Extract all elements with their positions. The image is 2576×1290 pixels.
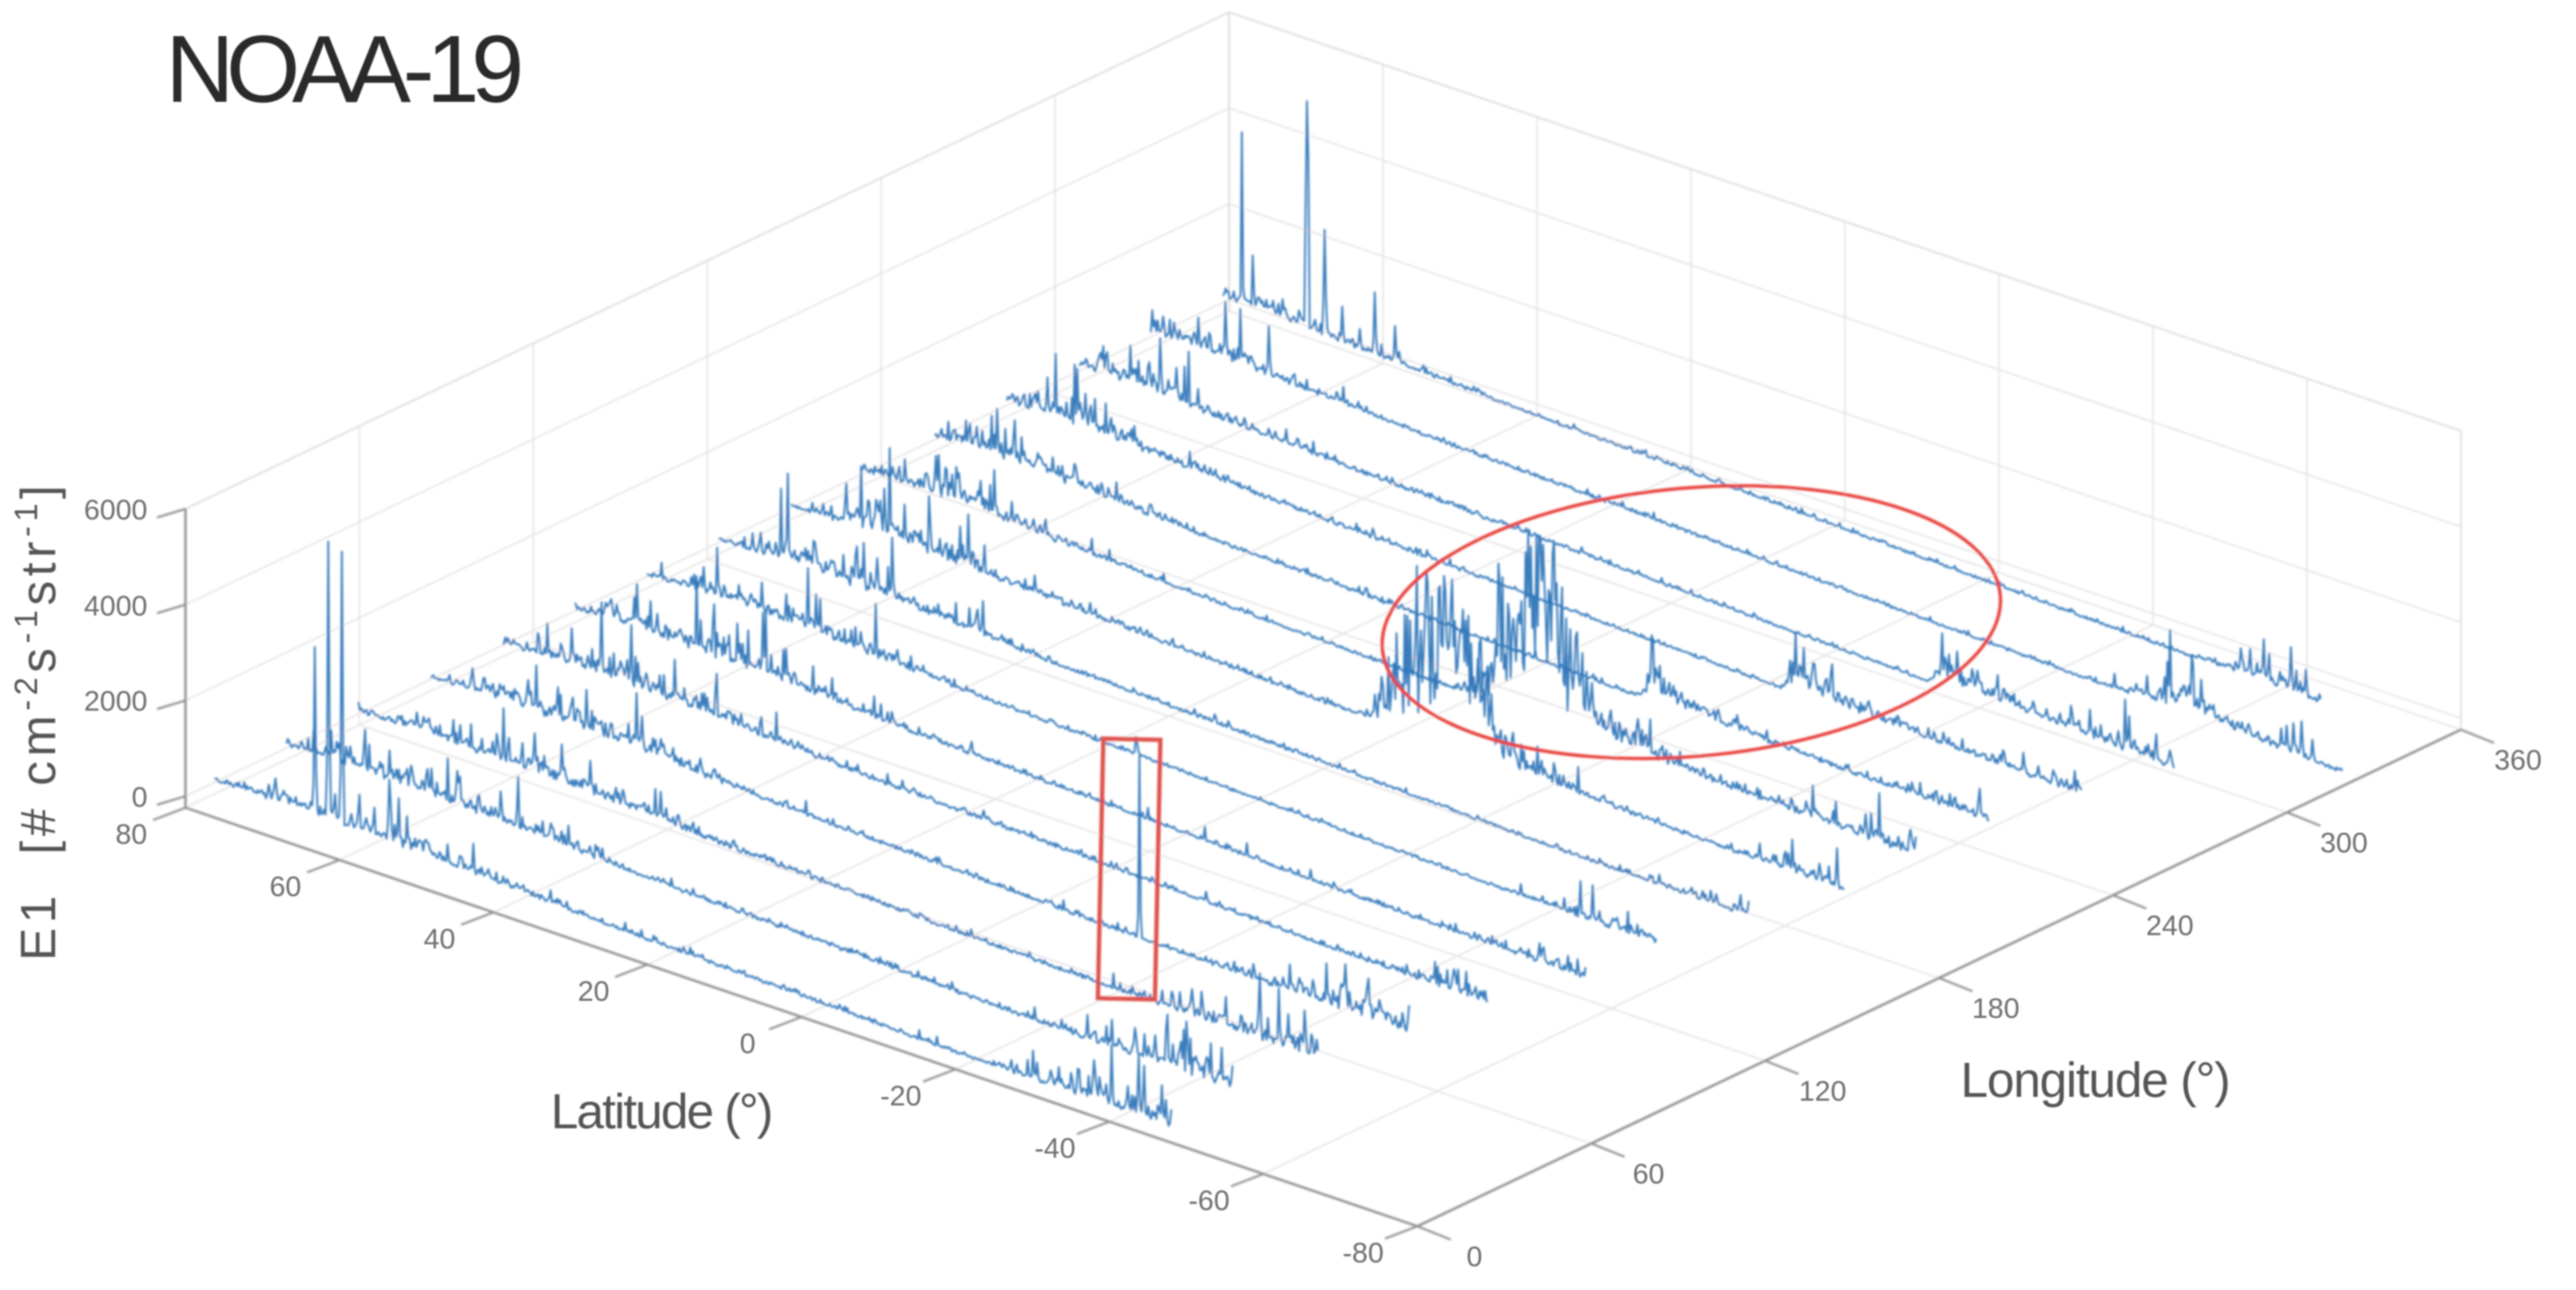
svg-text:Latitude (°): Latitude (°) [551, 1085, 773, 1140]
svg-text:80: 80 [115, 819, 146, 850]
svg-text:120: 120 [1799, 1076, 1846, 1107]
svg-text:0: 0 [131, 782, 147, 813]
svg-text:-40: -40 [1034, 1133, 1075, 1164]
svg-text:2000: 2000 [84, 686, 147, 717]
svg-text:6000: 6000 [84, 495, 147, 526]
svg-text:Longitude (°): Longitude (°) [1961, 1053, 2231, 1108]
svg-text:NOAA-19: NOAA-19 [166, 16, 524, 123]
svg-text:0: 0 [740, 1028, 756, 1060]
svg-text:-60: -60 [1188, 1185, 1229, 1217]
svg-text:360: 360 [2494, 745, 2542, 776]
svg-text:60: 60 [269, 871, 301, 903]
svg-text:240: 240 [2146, 910, 2194, 942]
svg-text:E1 [# cm-2s-1str-1]: E1 [# cm-2s-1str-1] [9, 485, 67, 961]
svg-text:300: 300 [2320, 828, 2368, 859]
svg-text:180: 180 [1972, 993, 2020, 1025]
svg-text:-20: -20 [880, 1081, 921, 1112]
svg-text:40: 40 [423, 924, 455, 955]
svg-text:0: 0 [1467, 1241, 1483, 1273]
svg-text:20: 20 [577, 976, 609, 1007]
svg-text:-80: -80 [1342, 1238, 1383, 1269]
svg-text:4000: 4000 [84, 591, 147, 622]
svg-text:60: 60 [1632, 1159, 1664, 1190]
